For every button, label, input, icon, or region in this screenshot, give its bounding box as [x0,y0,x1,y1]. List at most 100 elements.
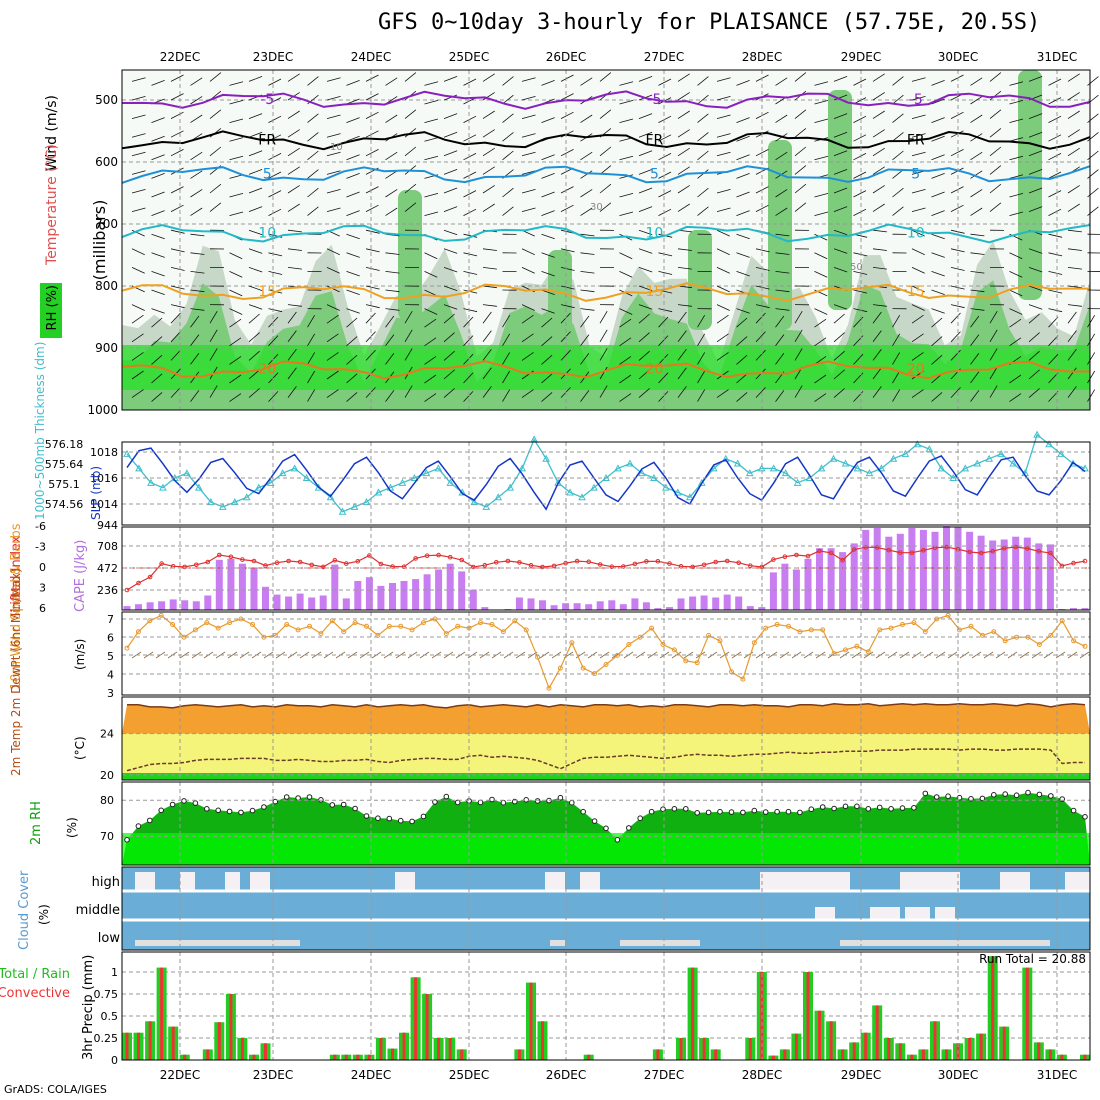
wind-barb [521,151,536,157]
wind-barb [502,352,511,365]
thickness-marker [566,488,574,496]
precip-convective-bar [425,994,429,1060]
rh-marker [375,815,381,822]
rh-tongue [828,90,852,310]
wind-barb [599,202,612,212]
precip-convective-bar [240,1038,244,1060]
wind-barb [970,289,985,293]
wind-barb [755,349,766,361]
wind-barb [1067,285,1082,289]
surface-wind-barb [479,651,490,659]
surface-wind-barb [935,651,946,659]
temperature-contour [121,165,1091,184]
temperature-label: Temperature (°C) [44,144,60,266]
precip-convective-bar [921,1049,925,1060]
thickness-marker [470,498,479,506]
thickness-marker [422,469,431,477]
surface-wind-barb [1019,651,1030,659]
wind-barb [229,271,243,278]
cloud-frame [121,866,1091,951]
wind-barb [170,130,184,138]
wind-speed-marker [1002,638,1008,644]
rh-marker [204,806,210,812]
wind-barb [1028,267,1043,273]
wind-barb [1067,129,1080,138]
wind-barb [658,208,672,216]
rh-marker [603,825,609,832]
wind-barb [833,304,848,310]
wind-speed-marker [398,623,404,629]
rh-marker [979,795,986,802]
wind-speed-marker [694,660,700,666]
wind-barb [833,332,845,343]
wind-barb [677,386,687,398]
precip-convective-bar [1037,1042,1041,1060]
surface-wind-barb [431,651,442,659]
wind-barb [1067,330,1077,343]
wind-barb [1048,335,1059,347]
wind-barb [599,109,612,119]
thickness-marker [985,454,994,462]
surface-wind-barb [767,651,778,659]
wind-barb [775,289,790,293]
high-cloud-gap [1000,872,1030,890]
wind-barb [209,72,222,82]
wind-barb [385,271,400,274]
wind-barb [248,350,260,361]
lifted-index-marker [921,548,926,553]
wind-barb [424,318,437,328]
cape-bar [550,605,558,610]
wind-barb [482,129,495,138]
wind-barb [248,332,260,343]
wind-barb [872,367,882,380]
contour-label: -5 [647,92,661,108]
thickness-marker [183,469,191,477]
wind-barb [638,332,650,343]
rh-marker [181,798,187,804]
thickness-marker [506,483,515,491]
wind-barb [287,367,297,380]
wind-speed-marker [421,620,426,626]
wind-barb [482,311,492,324]
wind-barb [170,111,184,119]
cape-bar [642,602,650,610]
thickness-marker [913,440,922,448]
wind-speed-marker [1036,642,1042,647]
precip-convective-bar [517,1049,521,1060]
wind-barb [833,187,848,194]
wind-barb [170,186,184,194]
wind-speed-marker [386,623,392,629]
wind-barb [443,94,458,101]
wind-barb [541,233,555,240]
surface-wind-barb [395,651,406,659]
wind-barb [638,187,653,194]
wind-unit-label: (m/s) [73,639,87,670]
middle-cloud-gap [905,907,930,919]
cape-bar [319,595,327,610]
wind-barb [931,173,945,179]
lifted-tick: 6 [39,602,46,615]
wind-barb [677,267,692,270]
wind-barb [463,171,477,179]
cloud-cover-label: Cloud Cover [17,870,32,950]
precip-convective-bar [125,1032,129,1060]
lifted-index-marker [1048,550,1053,556]
wind-barb [190,334,200,347]
thickness-marker [218,502,227,510]
precip-convective-bar [391,1048,394,1060]
wind-barb [541,392,553,402]
wind-barb [775,233,790,237]
wind-speed-marker [877,627,883,633]
wind-barb [892,113,904,123]
wind-barb [970,96,983,105]
wind-barb [560,93,574,101]
wind-speed-marker [409,627,415,633]
thickness-marker [817,464,826,472]
rh-marker [808,806,815,813]
wind-barb [229,393,242,402]
cape-bar [539,600,546,610]
high-cloud-gap [900,872,960,890]
surface-wind-barb [443,651,454,659]
rh-marker [671,806,678,812]
wind-barb [658,372,669,384]
